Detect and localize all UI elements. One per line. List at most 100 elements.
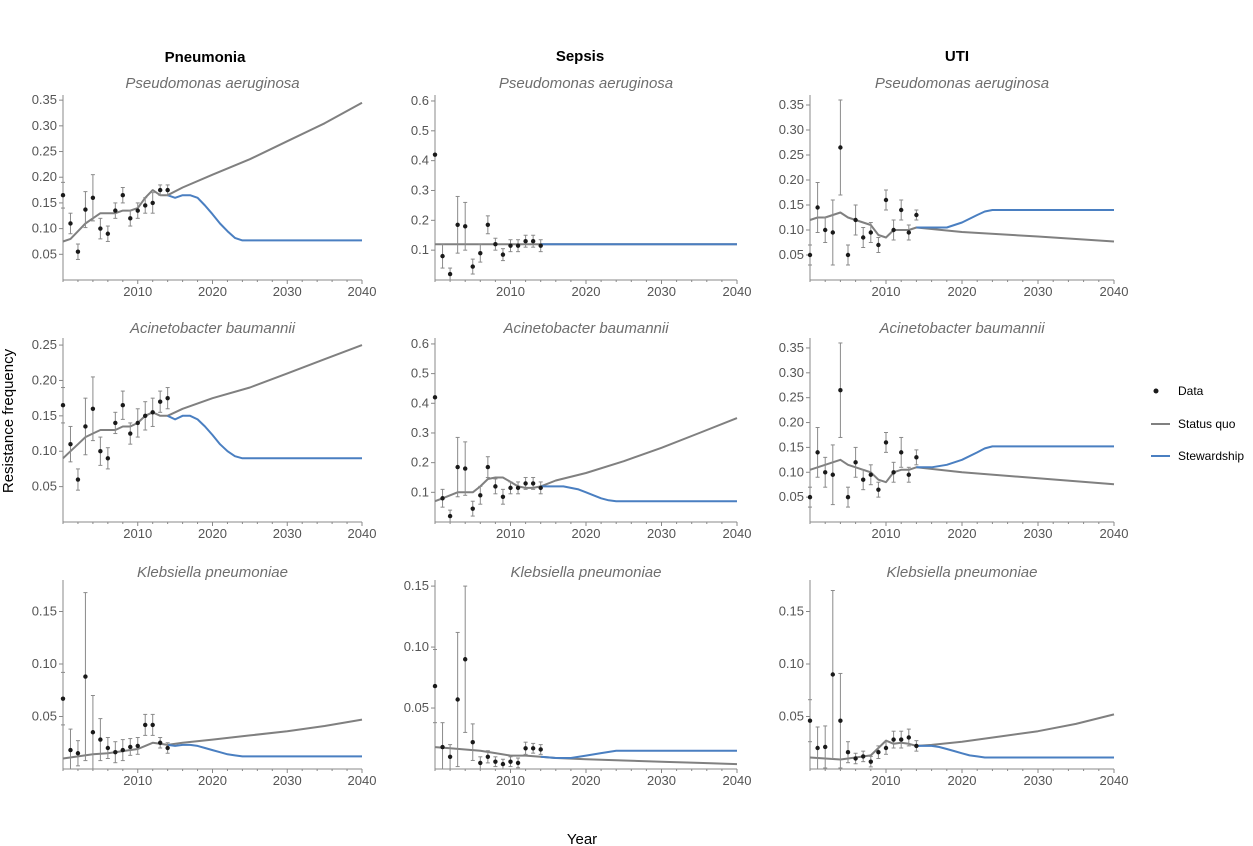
y-tick-label: 0.1 [411, 242, 429, 257]
data-point [105, 745, 111, 751]
data-point [463, 224, 468, 229]
data-point [515, 760, 521, 766]
data-point [868, 472, 873, 477]
y-tick-label: 0.15 [32, 408, 57, 423]
data-point [823, 470, 828, 475]
data-point [500, 761, 506, 767]
data-point [493, 241, 498, 247]
data-point [470, 506, 475, 511]
data-point [60, 403, 66, 408]
y-tick-label: 0.05 [32, 246, 57, 261]
x-tick-label: 2040 [348, 526, 377, 541]
data-point [853, 460, 858, 465]
x-tick-label: 2010 [496, 526, 525, 541]
data-point [120, 193, 126, 198]
y-tick-label: 0.20 [779, 172, 804, 187]
data-point [861, 235, 866, 240]
y-tick-label: 0.25 [779, 390, 804, 405]
stewardship-line [540, 749, 737, 759]
data-point [165, 187, 170, 193]
data-point [440, 496, 445, 501]
data-point [68, 747, 73, 753]
data-point [861, 477, 866, 482]
data-point [165, 745, 170, 751]
data-point [830, 472, 835, 477]
y-tick-label: 0.3 [411, 182, 429, 197]
data-point [823, 744, 828, 750]
data-point [530, 239, 536, 244]
panel-4: Acinetobacter baumannii 2010 2020 2030 2040 0… [32, 320, 377, 541]
data-point [815, 745, 820, 751]
y-tick-label: 0.20 [32, 372, 57, 387]
y-tick-label: 0.05 [32, 479, 57, 494]
data-point [523, 746, 528, 751]
data-point [523, 481, 528, 486]
data-point [135, 420, 140, 426]
data-point [60, 193, 66, 198]
data-point [876, 242, 881, 248]
data-point [83, 207, 88, 212]
data-point [432, 152, 438, 157]
data-point [500, 252, 506, 257]
panel-title: Klebsiella pneumoniae [887, 564, 1038, 581]
y-tick-label: 0.05 [32, 709, 57, 724]
y-tick-label: 0.30 [779, 365, 804, 380]
data-point [98, 449, 103, 454]
data-point [868, 230, 873, 235]
x-tick-label: 2020 [198, 284, 227, 299]
x-tick-label: 2020 [572, 284, 601, 299]
y-axis-label: Resistance frequency [0, 348, 17, 493]
panel-title: Pseudomonas aeruginosa [125, 75, 299, 92]
y-tick-label: 0.15 [779, 197, 804, 212]
y-tick-label: 0.15 [404, 578, 429, 593]
data-point [83, 424, 88, 429]
x-tick-label: 2010 [123, 773, 152, 788]
data-point [463, 466, 468, 471]
data-point [485, 754, 491, 760]
data-point [883, 440, 889, 445]
x-tick-label: 2040 [723, 526, 752, 541]
data-point [508, 485, 513, 491]
x-tick-label: 2040 [723, 773, 752, 788]
panel-8: Klebsiella pneumoniae 2010 2020 2030 2040 0.0… [404, 564, 752, 788]
panel-title: Klebsiella pneumoniae [137, 564, 288, 581]
data-point [470, 264, 475, 269]
column-title-pneumonia: Pneumonia [165, 49, 247, 66]
data-point [906, 735, 911, 740]
data-point [815, 205, 820, 210]
y-tick-label: 0.30 [32, 118, 57, 133]
legend-label-status-quo: Status quo [1178, 417, 1236, 431]
data-point [98, 737, 103, 742]
data-point [90, 730, 96, 735]
y-tick-label: 0.05 [404, 700, 429, 715]
status-quo-line [62, 101, 363, 243]
panel-5: Acinetobacter baumannii 2010 2020 2030 2040 0… [411, 320, 752, 541]
legend-label-stewardship: Stewardship [1178, 449, 1244, 463]
data-point [538, 243, 543, 248]
panel-title: Acinetobacter baumannii [878, 320, 1045, 337]
panel-1: Pseudomonas aeruginosa 2010 2020 2030 2040 0.… [32, 75, 377, 299]
y-tick-label: 0.6 [411, 336, 429, 351]
x-tick-label: 2020 [948, 284, 977, 299]
data-point [853, 756, 858, 761]
x-tick-label: 2030 [1024, 526, 1053, 541]
data-point [105, 456, 111, 461]
y-tick-label: 0.2 [411, 212, 429, 227]
data-point [68, 441, 73, 447]
y-tick-label: 0.10 [32, 221, 57, 236]
column-title-uti: UTI [945, 48, 969, 65]
x-tick-label: 2030 [273, 284, 302, 299]
data-point [120, 403, 126, 408]
data-point [113, 750, 118, 755]
data-point [883, 197, 889, 203]
data-point [508, 243, 513, 248]
data-point [493, 484, 498, 489]
data-point [823, 227, 828, 233]
data-point [815, 450, 820, 455]
data-point [876, 487, 881, 492]
y-tick-label: 0.35 [32, 92, 57, 107]
status-quo-line [62, 344, 363, 460]
x-tick-label: 2030 [647, 284, 676, 299]
data-point [470, 739, 475, 745]
data-point [165, 395, 170, 401]
